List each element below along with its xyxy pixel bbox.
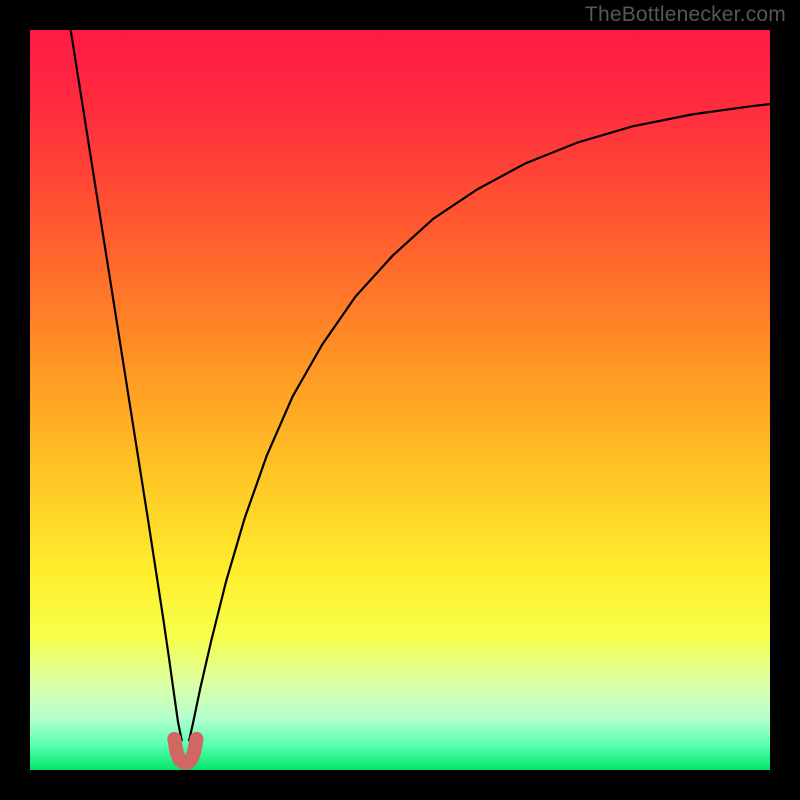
plot-background: [30, 30, 770, 770]
watermark-text: TheBottlenecker.com: [585, 3, 786, 27]
bottleneck-chart: [0, 0, 800, 800]
